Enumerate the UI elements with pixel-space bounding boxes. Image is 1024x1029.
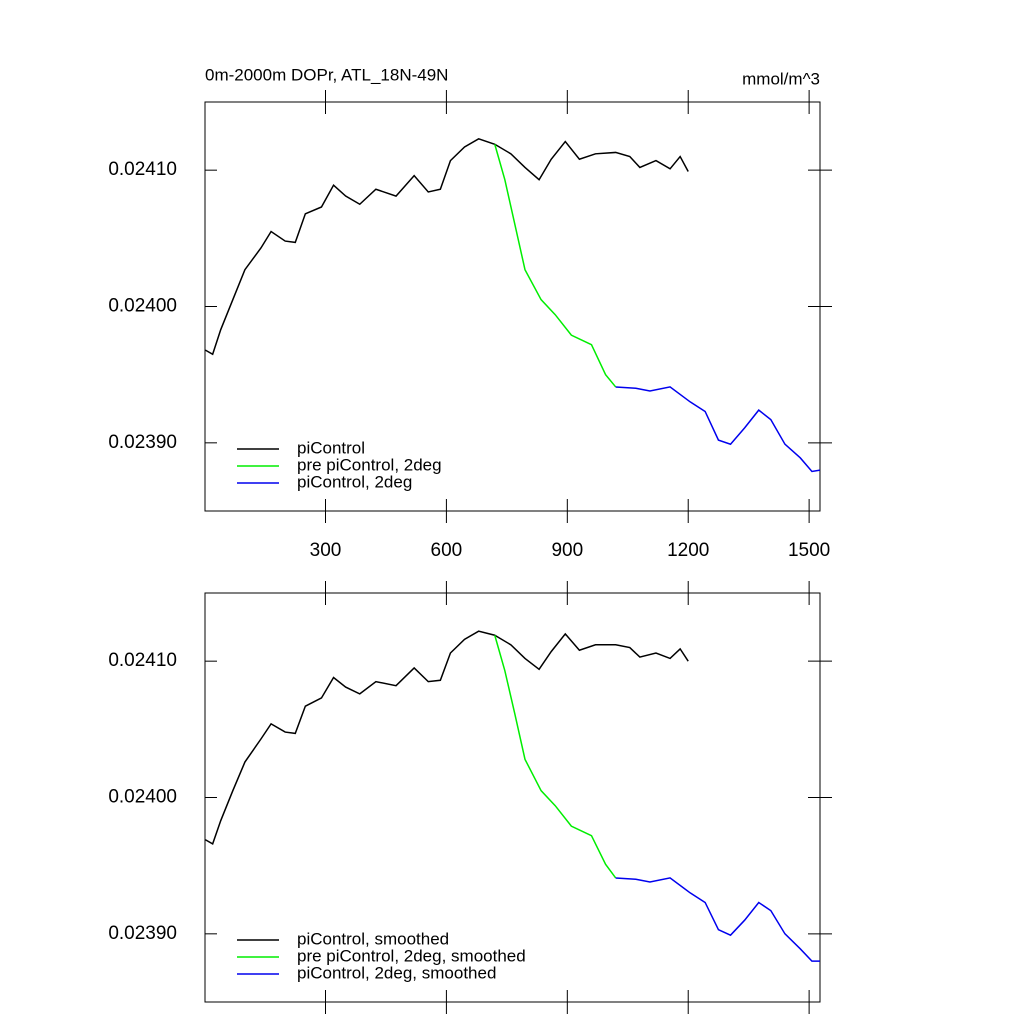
x-tick-label: 1200 xyxy=(667,540,709,561)
legend-label: piControl, 2deg, smoothed xyxy=(297,963,496,982)
legend-label: pre piControl, 2deg, smoothed xyxy=(297,946,526,965)
x-tick-label: 1500 xyxy=(788,540,830,561)
series-line xyxy=(615,877,820,962)
legend-label: pre piControl, 2deg xyxy=(297,455,442,474)
series-line xyxy=(205,137,689,356)
series-line xyxy=(615,386,821,473)
y-tick-label: 0.02410 xyxy=(108,159,177,180)
x-tick-label: 300 xyxy=(310,540,342,561)
legend-label: piControl xyxy=(297,438,365,457)
y-tick-label: 0.02390 xyxy=(108,923,177,944)
plot-frame xyxy=(204,101,821,512)
series-line xyxy=(494,635,617,879)
y-tick-label: 0.02410 xyxy=(108,650,177,671)
y-tick-label: 0.02390 xyxy=(108,432,177,453)
legend-label: piControl, 2deg xyxy=(297,472,412,491)
y-tick-label: 0.02400 xyxy=(108,787,177,808)
series-line xyxy=(205,630,689,845)
plot-frame xyxy=(204,592,821,1003)
x-tick-label: 600 xyxy=(431,540,463,561)
legend-label: piControl, smoothed xyxy=(297,929,449,948)
units-label: mmol/m^3 xyxy=(742,69,820,88)
chart-title: 0m-2000m DOPr, ATL_18N-49N xyxy=(205,65,448,84)
y-tick-label: 0.02400 xyxy=(108,296,177,317)
x-tick-label: 900 xyxy=(551,540,583,561)
series-line xyxy=(494,144,617,388)
